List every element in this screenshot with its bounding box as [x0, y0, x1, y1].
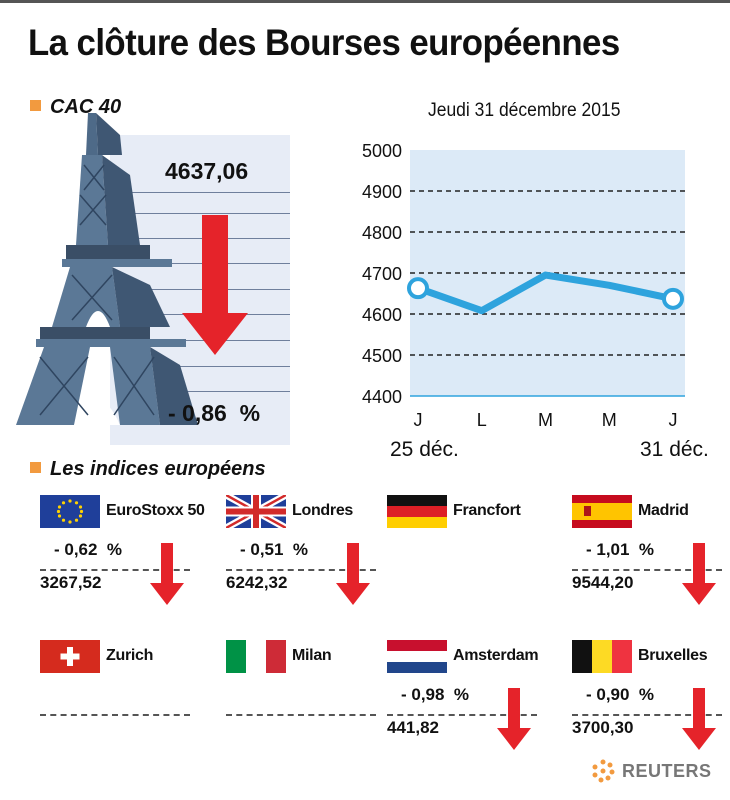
x-tick-label: L — [477, 410, 487, 430]
y-tick-label: 4700 — [362, 264, 402, 284]
cac-rule — [118, 213, 290, 214]
index-name: EuroStoxx 50 — [106, 502, 205, 519]
spain-flag-icon — [572, 495, 632, 528]
y-tick-label: 4500 — [362, 346, 402, 366]
y-tick-label: 4600 — [362, 305, 402, 325]
chart-title: Jeudi 31 décembre 2015 — [428, 100, 621, 121]
index-change: - 0,90 % — [586, 685, 655, 704]
reuters-dots-icon — [592, 759, 615, 783]
index-bruxelles: Bruxelles - 0,90 % 3700,30 — [572, 640, 730, 770]
down-arrow-icon — [336, 543, 370, 605]
eiffel-tower-icon — [16, 113, 198, 425]
italy-flag-icon — [226, 640, 286, 673]
x-tick-label: M — [538, 410, 553, 430]
germany-flag-icon — [387, 495, 447, 528]
index-change: - 0,98 % — [401, 685, 470, 704]
indices-header: Les indices européens — [30, 458, 266, 481]
index-value: 3267,52 — [40, 573, 102, 592]
series-line — [414, 271, 677, 315]
down-arrow-icon — [150, 543, 184, 605]
index-eurostoxx: EuroStoxx 50 - 0,62 % 3267,52 — [40, 495, 220, 625]
y-tick-label: 4400 — [362, 387, 402, 407]
cac-line-chart: 4400 4500 4600 4700 4800 4900 5000 J L M M J — [362, 141, 685, 430]
x-tick-label: J — [414, 410, 423, 430]
data-point-marker — [662, 287, 684, 310]
index-amsterdam: Amsterdam - 0,98 % 441,82 — [387, 640, 567, 770]
index-name: Francfort — [453, 502, 521, 519]
source-label: REUTERS — [622, 760, 712, 781]
index-value: 6242,32 — [226, 573, 288, 592]
index-value: 3700,30 — [572, 718, 634, 737]
down-arrow-icon — [497, 688, 531, 750]
divider — [40, 714, 190, 716]
y-tick-label: 5000 — [362, 141, 402, 161]
switzerland-flag-icon — [40, 640, 100, 673]
x-tick-label: J — [669, 410, 678, 430]
reuters-logo: REUTERS — [590, 758, 712, 784]
index-londres: Londres - 0,51 % 6242,32 — [226, 495, 406, 625]
bullet-square-icon — [30, 462, 41, 473]
page-title: La clôture des Bourses européennes — [28, 22, 620, 63]
index-milan: Milan — [226, 640, 406, 770]
index-francfort: Francfort — [387, 495, 567, 625]
netherlands-flag-icon — [387, 640, 447, 673]
cac-rule — [118, 391, 290, 392]
divider — [226, 569, 376, 571]
index-zurich: Zurich — [40, 640, 220, 770]
bullet-square-icon — [30, 100, 41, 111]
index-value: 9544,20 — [572, 573, 634, 592]
top-rule — [0, 0, 730, 3]
index-name: Zurich — [106, 647, 154, 664]
belgium-flag-icon — [572, 640, 632, 673]
data-point-marker — [407, 277, 429, 300]
index-change: - 0,62 % — [54, 540, 123, 559]
cac-header-label: CAC 40 — [50, 96, 122, 118]
divider — [572, 569, 722, 571]
indices-header-label: Les indices européens — [50, 458, 266, 480]
divider — [226, 714, 376, 716]
divider — [572, 714, 722, 716]
index-value: 441,82 — [387, 718, 439, 737]
index-change: - 1,01 % — [586, 540, 655, 559]
date-start-label: 25 déc. — [390, 438, 459, 461]
eu-flag-icon — [40, 495, 100, 528]
divider — [387, 714, 537, 716]
cac-rule — [118, 366, 290, 367]
x-tick-label: M — [602, 410, 617, 430]
down-arrow-icon — [682, 688, 716, 750]
index-name: Londres — [292, 502, 354, 519]
index-name: Milan — [292, 647, 332, 664]
down-arrow-icon — [182, 215, 248, 355]
date-end-label: 31 déc. — [640, 438, 709, 461]
cac-header: CAC 40 — [30, 96, 121, 119]
down-arrow-icon — [682, 543, 716, 605]
index-name: Madrid — [638, 502, 689, 519]
cac-change: - 0,86 % — [168, 400, 261, 426]
index-madrid: Madrid - 1,01 % 9544,20 — [572, 495, 730, 625]
cac-rule — [118, 192, 290, 193]
index-change: - 0,51 % — [240, 540, 309, 559]
index-name: Amsterdam — [453, 647, 539, 664]
cac-value: 4637,06 — [165, 158, 249, 184]
uk-flag-icon — [226, 495, 286, 528]
y-tick-label: 4900 — [362, 182, 402, 202]
divider — [40, 569, 190, 571]
index-name: Bruxelles — [638, 647, 708, 664]
y-tick-label: 4800 — [362, 223, 402, 243]
